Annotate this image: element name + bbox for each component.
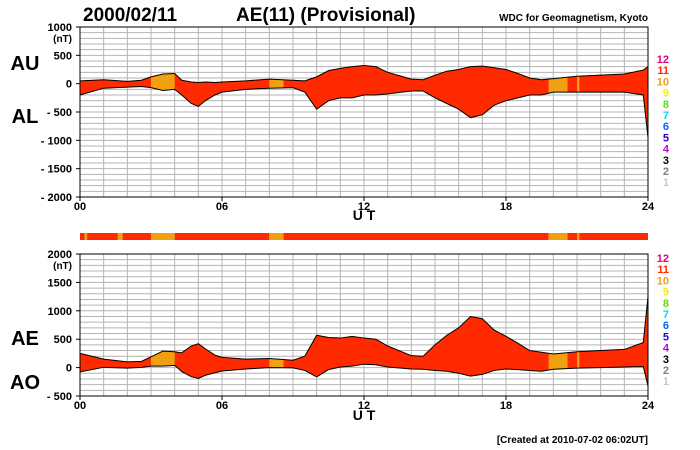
legend-entry: 12	[657, 54, 669, 66]
secondary-fill	[548, 296, 568, 387]
series-upper-line	[79, 65, 649, 84]
chart-title: AE(11) (Provisional)	[236, 5, 416, 26]
y-tick-label: 1500	[48, 277, 72, 289]
x-axis-label: U T	[353, 207, 376, 223]
x-tick-label: 00	[74, 400, 86, 412]
legend-entry: 7	[663, 309, 669, 321]
legend-entry: 2	[663, 365, 669, 377]
grid-lines	[80, 254, 648, 396]
station-count-segment	[122, 233, 151, 240]
station-count-segment	[579, 233, 648, 240]
y-tick-label: 500	[54, 50, 72, 62]
x-tick-label: 12	[358, 400, 370, 412]
legend-entry: 9	[663, 88, 669, 100]
y-tick-label: 1000	[48, 22, 72, 34]
legend-entry: 4	[663, 343, 670, 355]
x-tick-label: 00	[74, 201, 86, 213]
legend-entry: 1	[663, 177, 669, 189]
created-timestamp: [Created at 2010-07-02 06:02UT]	[497, 435, 648, 446]
station-count-segment	[577, 233, 580, 240]
legend-entry: 6	[663, 121, 669, 133]
legend-entry: 11	[657, 65, 669, 77]
grid-lines	[80, 27, 648, 197]
y-tick-label: 1000	[48, 306, 72, 318]
station-count-bar	[80, 233, 648, 240]
station-count-segment	[84, 233, 88, 240]
y-tick-label: 500	[54, 334, 72, 346]
legend-entry: 7	[663, 110, 669, 122]
x-tick-label: 12	[358, 201, 370, 213]
station-count-segment	[87, 233, 118, 240]
x-tick-label: 06	[216, 400, 228, 412]
station-count-segment	[567, 233, 577, 240]
x-tick-label: 18	[500, 201, 512, 213]
legend-entry: 8	[663, 99, 669, 111]
station-count-segment	[269, 233, 284, 240]
station-count-segment	[174, 233, 270, 240]
legend-entry: 3	[663, 155, 669, 167]
y-tick-label: 2000	[48, 249, 72, 261]
station-count-segment	[80, 233, 85, 240]
lower-series-label: AL	[12, 106, 39, 128]
y-tick-label: - 500	[47, 391, 72, 403]
legend-entry: 6	[663, 320, 669, 332]
station-count-segment	[117, 233, 123, 240]
station-count-segment	[283, 233, 549, 240]
legend-entry: 5	[663, 132, 669, 144]
chart-date: 2000/02/11	[83, 5, 177, 26]
data-source: WDC for Geomagnetism, Kyoto	[499, 13, 648, 24]
legend-entry: 10	[657, 76, 669, 88]
y-tick-label: 0	[66, 79, 72, 91]
legend-entry: 5	[663, 331, 669, 343]
au-al-panel: 1000 500 0 - 500 - 1000 - 1500 - 2000 (nT) 00 06 1…	[11, 22, 670, 223]
station-count-segment	[151, 233, 175, 240]
y-tick-label: - 1000	[41, 135, 72, 147]
x-tick-label: 24	[642, 400, 655, 412]
y-unit-label: (nT)	[53, 261, 72, 272]
legend-entry: 9	[663, 287, 669, 299]
secondary-fill	[151, 296, 175, 387]
legend-entry: 1	[663, 376, 669, 388]
secondary-fill	[269, 296, 284, 387]
y-tick-label: - 1500	[41, 164, 72, 176]
x-tick-label: 06	[216, 201, 228, 213]
legend-entry: 10	[657, 275, 669, 287]
upper-series-label: AE	[11, 328, 39, 350]
y-tick-label: - 500	[47, 107, 72, 119]
y-tick-label: - 2000	[41, 192, 72, 204]
legend-entry: 2	[663, 166, 669, 178]
x-axis-label: U T	[353, 407, 376, 423]
series-lower-line	[79, 85, 649, 138]
y-tick-label: 0	[66, 363, 72, 375]
y-unit-label: (nT)	[53, 34, 72, 45]
legend-entry: 12	[657, 253, 669, 265]
legend-entry: 4	[663, 144, 670, 156]
legend-entry: 11	[657, 264, 669, 276]
legend-entry: 3	[663, 354, 669, 366]
x-tick-label: 24	[642, 201, 655, 213]
station-count-segment	[548, 233, 568, 240]
series-lower-line	[79, 363, 649, 387]
legend-entry: 8	[663, 298, 669, 310]
series-upper-line	[79, 296, 649, 363]
upper-series-label: AU	[11, 53, 40, 75]
x-tick-label: 18	[500, 400, 512, 412]
lower-series-label: AO	[10, 372, 40, 394]
